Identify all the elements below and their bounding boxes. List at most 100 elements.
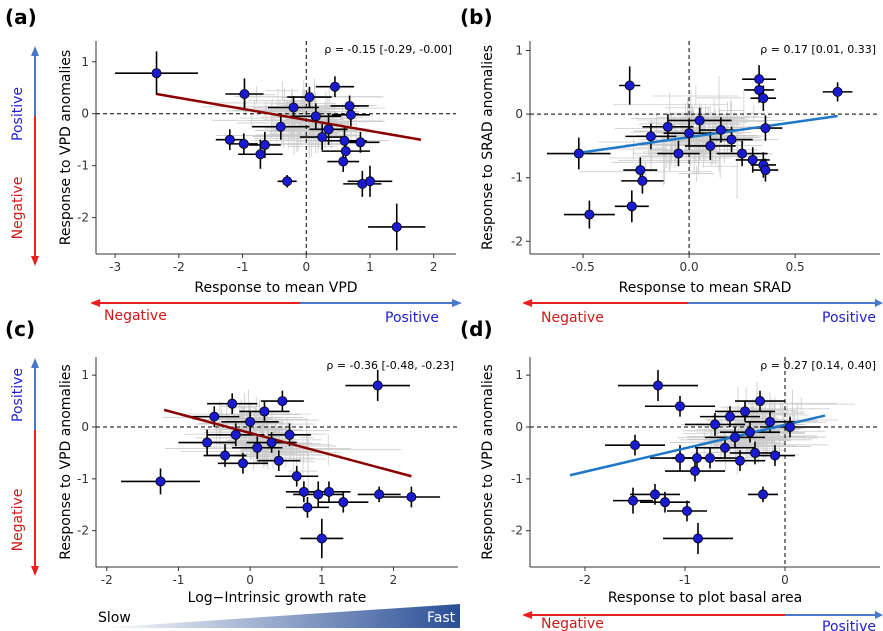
x-tick-label: -0.5 xyxy=(571,260,594,274)
data-point xyxy=(364,176,375,187)
data-point xyxy=(238,138,249,149)
x-tick-label: 1 xyxy=(366,260,374,274)
data-point xyxy=(275,121,286,132)
data-point xyxy=(323,486,334,497)
x-tick-label: 0.5 xyxy=(786,260,805,274)
negative-label-a: Negative xyxy=(10,177,26,240)
y-tick-label: 0 xyxy=(515,107,523,121)
data-point xyxy=(202,437,213,448)
data-point xyxy=(662,121,673,132)
data-point xyxy=(673,148,684,159)
data-point xyxy=(726,134,737,145)
x-tick-label: -2 xyxy=(101,573,113,587)
panel-label: (a) xyxy=(5,5,37,29)
data-point xyxy=(682,505,693,516)
x-axis-title: Response to mean SRAD xyxy=(619,280,792,296)
data-point xyxy=(573,148,584,159)
data-point xyxy=(273,455,284,466)
data-point xyxy=(684,128,695,139)
data-point xyxy=(624,80,635,91)
x-tick-label: 0.0 xyxy=(680,260,699,274)
data-point xyxy=(316,533,327,544)
y-tick-label: -2 xyxy=(77,524,89,538)
data-point xyxy=(626,201,637,212)
y-tick-label: -1 xyxy=(511,472,523,486)
y-tick-label: 0 xyxy=(515,420,523,434)
data-point xyxy=(705,453,716,464)
x-tick-label: 0 xyxy=(781,573,789,587)
positive-label-d-h: Positive xyxy=(822,619,876,631)
positive-label-b-h: Positive xyxy=(822,310,876,326)
data-point xyxy=(239,88,250,99)
data-point xyxy=(737,148,748,159)
y-tick-label: 0 xyxy=(81,420,89,434)
data-point xyxy=(245,416,256,427)
data-point xyxy=(745,427,756,438)
data-point xyxy=(584,209,595,220)
y-tick-label: -1 xyxy=(77,472,89,486)
data-point xyxy=(693,533,704,544)
data-point xyxy=(832,86,843,97)
trend-line xyxy=(156,92,422,141)
panel-label: (c) xyxy=(5,317,35,341)
data-point xyxy=(690,466,701,477)
data-point xyxy=(710,419,721,430)
positive-label-a-h: Positive xyxy=(385,310,439,326)
y-axis-title: Response to VPD anomalies xyxy=(58,364,74,559)
trend-line xyxy=(163,408,412,478)
data-point xyxy=(237,458,248,469)
data-point xyxy=(750,447,761,458)
horizontal-arrow-a: Negative Positive xyxy=(90,299,462,326)
x-tick-label: -1 xyxy=(172,573,184,587)
data-point xyxy=(155,476,166,487)
data-point xyxy=(338,497,349,508)
data-point xyxy=(259,406,270,417)
data-point xyxy=(313,489,324,500)
trend-line xyxy=(569,414,826,477)
data-point xyxy=(755,396,766,407)
data-point xyxy=(266,437,277,448)
data-point xyxy=(760,165,771,176)
negative-label-b-h: Negative xyxy=(541,310,604,326)
y-tick-label: -2 xyxy=(77,211,89,225)
data-point xyxy=(227,398,238,409)
y-tick-label: 1 xyxy=(515,368,523,382)
data-point xyxy=(406,491,417,502)
data-point xyxy=(391,221,402,232)
x-tick-label: 2 xyxy=(430,260,438,274)
data-point xyxy=(660,497,671,508)
horizontal-arrow-b: Negative Positive xyxy=(522,299,883,326)
y-tick-label: 1 xyxy=(81,55,89,69)
y-tick-label: 1 xyxy=(515,44,523,58)
horizontal-arrow-d: Negative Positive xyxy=(522,611,883,631)
x-tick-label: -1 xyxy=(237,260,249,274)
data-point xyxy=(209,411,220,422)
rho-annotation: ρ = 0.17 [0.01, 0.33] xyxy=(760,43,876,56)
x-axis-title: Response to plot basal area xyxy=(608,590,802,606)
rho-annotation: ρ = -0.36 [-0.48, -0.23] xyxy=(326,359,454,372)
y-tick-label: -1 xyxy=(511,171,523,185)
data-point xyxy=(282,176,293,187)
data-point xyxy=(630,440,641,451)
vertical-arrow-c: Positive Negative xyxy=(10,358,39,576)
y-axis-title: Response to SRAD anomalies xyxy=(480,45,496,250)
panel-label: (b) xyxy=(460,5,493,29)
negative-label-c: Negative xyxy=(10,489,26,552)
data-point xyxy=(735,455,746,466)
panel-label: (d) xyxy=(460,317,493,341)
y-tick-label: -1 xyxy=(77,159,89,173)
y-tick-label: -2 xyxy=(511,234,523,248)
data-point xyxy=(765,416,776,427)
data-point xyxy=(760,123,771,134)
data-point xyxy=(339,135,350,146)
data-point xyxy=(754,74,765,85)
data-point xyxy=(770,450,781,461)
rho-annotation: ρ = -0.15 [-0.29, -0.00] xyxy=(324,43,452,56)
data-point xyxy=(302,502,313,513)
vertical-arrow-a: Positive Negative xyxy=(10,46,39,266)
data-point xyxy=(785,421,796,432)
data-point xyxy=(329,81,340,92)
data-point xyxy=(277,396,288,407)
data-point xyxy=(692,453,703,464)
